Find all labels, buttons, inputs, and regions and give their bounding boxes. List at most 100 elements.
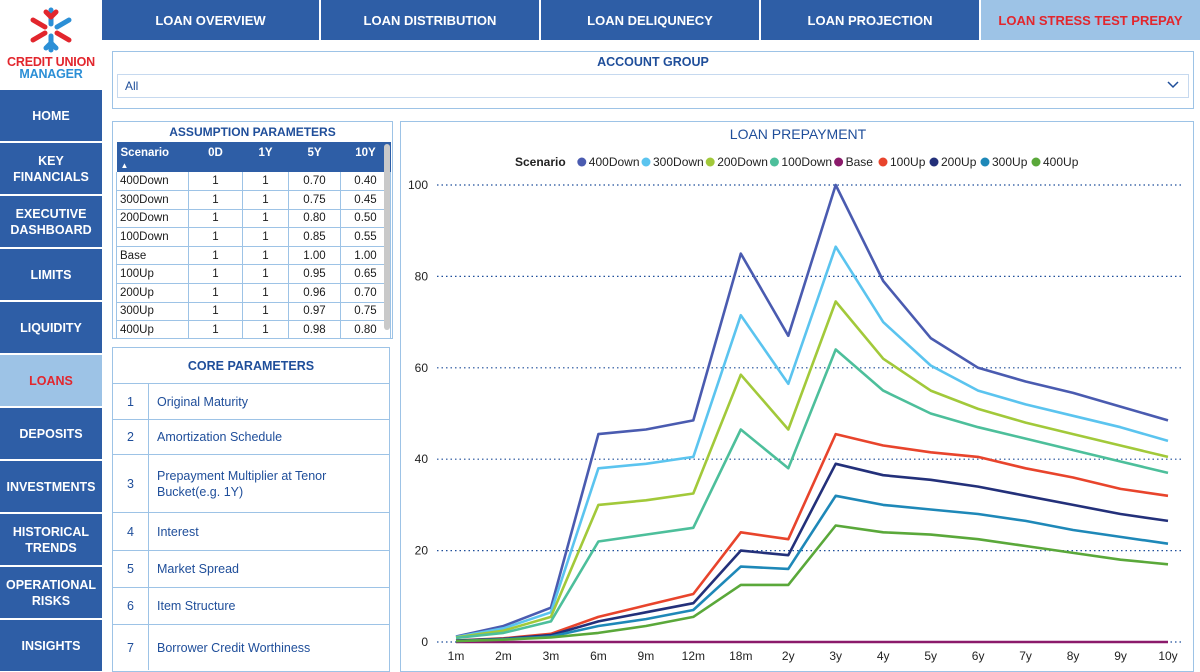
col-header-0d[interactable]: 0D: [188, 142, 243, 172]
sidebar-item-investments[interactable]: INVESTMENTS: [0, 461, 102, 512]
core-row: 5 Market Spread: [113, 551, 389, 588]
table-cell-value: 0.65: [340, 264, 391, 285]
series-line-200up: [455, 462, 1169, 642]
sidebar-item-operational-risks[interactable]: OPERATIONAL RISKS: [0, 567, 102, 618]
core-row-text[interactable]: Prepayment Multiplier at Tenor Bucket(e.…: [157, 468, 327, 499]
core-row-num: 6: [113, 588, 149, 624]
core-row-text[interactable]: Amortization Schedule: [157, 430, 283, 444]
core-title: CORE PARAMETERS: [113, 348, 389, 384]
col-header-1y[interactable]: 1Y: [242, 142, 289, 172]
assumption-scrollbar[interactable]: [384, 144, 390, 330]
legend-dot: [577, 157, 587, 167]
table-row[interactable]: 300Up 1 1 0.97 0.75: [116, 302, 391, 322]
logo-line1: CREDIT UNION: [7, 55, 95, 69]
y-tick-label: 20: [415, 544, 429, 558]
sidebar-item-historical-trends[interactable]: HISTORICAL TRENDS: [0, 514, 102, 565]
chart-title: LOAN PREPAYMENT: [730, 126, 867, 142]
table-cell-value: 1: [242, 190, 289, 210]
tab-loan-overview[interactable]: LOAN OVERVIEW: [102, 0, 321, 40]
legend-dot: [1031, 157, 1041, 167]
x-tick-label: 9y: [1114, 649, 1127, 663]
sidebar-item-insights[interactable]: INSIGHTS: [0, 620, 102, 671]
core-row-text[interactable]: Interest: [157, 524, 199, 539]
core-row-num: 1: [113, 384, 149, 419]
col-header-scenario[interactable]: Scenario ▲: [116, 142, 189, 172]
assumption-table: Scenario ▲ 0D 1Y 5Y 10Y 400Down 1 1 0.70 0.4…: [116, 142, 391, 338]
x-tick-label: 3m: [543, 649, 560, 663]
table-row[interactable]: 100Down 1 1 0.85 0.55: [116, 227, 391, 247]
table-cell-scenario: 300Up: [116, 302, 189, 322]
core-row-text[interactable]: Borrower Credit Worthiness: [157, 640, 311, 655]
legend-dot: [834, 157, 844, 167]
tab-loan-projection[interactable]: LOAN PROJECTION: [761, 0, 981, 40]
table-cell-value: 1: [242, 283, 289, 303]
table-cell-scenario: 100Down: [116, 227, 189, 247]
sidebar-item-limits[interactable]: LIMITS: [0, 249, 102, 300]
tab-loan-distribution[interactable]: LOAN DISTRIBUTION: [321, 0, 541, 40]
table-cell-value: 0.95: [288, 264, 341, 285]
table-cell-scenario: Base: [116, 246, 189, 266]
core-row: 2 Amortization Schedule: [113, 420, 389, 455]
table-row[interactable]: 200Down 1 1 0.80 0.50: [116, 209, 391, 229]
sidebar-item-deposits[interactable]: DEPOSITS: [0, 408, 102, 459]
table-cell-value: 1: [188, 302, 243, 322]
assumption-parameters-panel: ASSUMPTION PARAMETERS Scenario ▲ 0D 1Y 5…: [112, 121, 393, 339]
core-row: 6 Item Structure: [113, 588, 389, 625]
table-row[interactable]: 200Up 1 1 0.96 0.70: [116, 283, 391, 303]
account-group-select[interactable]: All: [117, 74, 1189, 98]
table-cell-value: 0.80: [340, 320, 391, 338]
sidebar: HOME KEY FINANCIALS EXECUTIVE DASHBOARD …: [0, 90, 102, 672]
table-cell-value: 1.00: [288, 246, 341, 266]
sidebar-item-liquidity[interactable]: LIQUIDITY: [0, 302, 102, 353]
legend-dot: [641, 157, 651, 167]
logo: CREDIT UNION MANAGER: [0, 0, 102, 86]
series-line-300up: [455, 494, 1169, 643]
core-row-text[interactable]: Item Structure: [157, 599, 236, 613]
sidebar-item-executive-dashboard[interactable]: EXECUTIVE DASHBOARD: [0, 196, 102, 247]
core-row: 1 Original Maturity: [113, 384, 389, 420]
table-cell-value: 1: [188, 246, 243, 266]
table-cell-scenario: 400Up: [116, 320, 189, 338]
logo-line2: MANAGER: [19, 67, 83, 81]
core-row-text[interactable]: Market Spread: [157, 562, 239, 576]
tab-loan-stress-test-prepay[interactable]: LOAN STRESS TEST PREPAY: [981, 0, 1200, 40]
table-row[interactable]: 300Down 1 1 0.75 0.45: [116, 190, 391, 210]
col-header-10y[interactable]: 10Y: [340, 142, 391, 172]
legend-label: 300Down: [653, 155, 704, 169]
x-tick-label: 8y: [1067, 649, 1080, 663]
table-cell-value: 0.75: [340, 302, 391, 322]
legend-label: 300Up: [992, 155, 1028, 169]
table-row[interactable]: Base 1 1 1.00 1.00: [116, 246, 391, 266]
core-row-num: 2: [113, 420, 149, 454]
x-tick-label: 3y: [829, 649, 842, 663]
x-tick-label: 6m: [590, 649, 607, 663]
account-group-filter: ACCOUNT GROUP All: [112, 51, 1194, 109]
legend-label: 400Down: [589, 155, 640, 169]
table-cell-value: 1: [242, 227, 289, 247]
table-cell-value: 1: [188, 320, 243, 338]
col-header-5y[interactable]: 5Y: [288, 142, 341, 172]
table-cell-value: 0.97: [288, 302, 341, 322]
sidebar-item-key-financials[interactable]: KEY FINANCIALS: [0, 143, 102, 194]
core-row-text[interactable]: Original Maturity: [157, 394, 248, 409]
sidebar-item-loans[interactable]: LOANS: [0, 355, 102, 406]
x-tick-label: 5y: [924, 649, 937, 663]
table-row[interactable]: 100Up 1 1 0.95 0.65: [116, 264, 391, 285]
table-row[interactable]: 400Down 1 1 0.70 0.40: [116, 172, 391, 192]
sidebar-item-home[interactable]: HOME: [0, 90, 102, 141]
table-cell-scenario: 200Down: [116, 209, 189, 229]
core-row: 3 Prepayment Multiplier at Tenor Bucket(…: [113, 455, 389, 513]
y-tick-label: 60: [415, 361, 429, 375]
core-row-num: 7: [113, 625, 149, 670]
assumption-title: ASSUMPTION PARAMETERS: [169, 125, 336, 139]
core-row-num: 3: [113, 455, 149, 512]
table-row[interactable]: 400Up 1 1 0.98 0.80: [116, 320, 391, 338]
x-tick-label: 2m: [495, 649, 512, 663]
table-cell-value: 0.75: [288, 190, 341, 210]
table-cell-value: 0.98: [288, 320, 341, 338]
tab-loan-delinquency[interactable]: LOAN DELIQUNECY: [541, 0, 761, 40]
x-tick-label: 12m: [682, 649, 705, 663]
chevron-down-icon: [1167, 81, 1179, 89]
table-cell-value: 0.55: [340, 227, 391, 247]
